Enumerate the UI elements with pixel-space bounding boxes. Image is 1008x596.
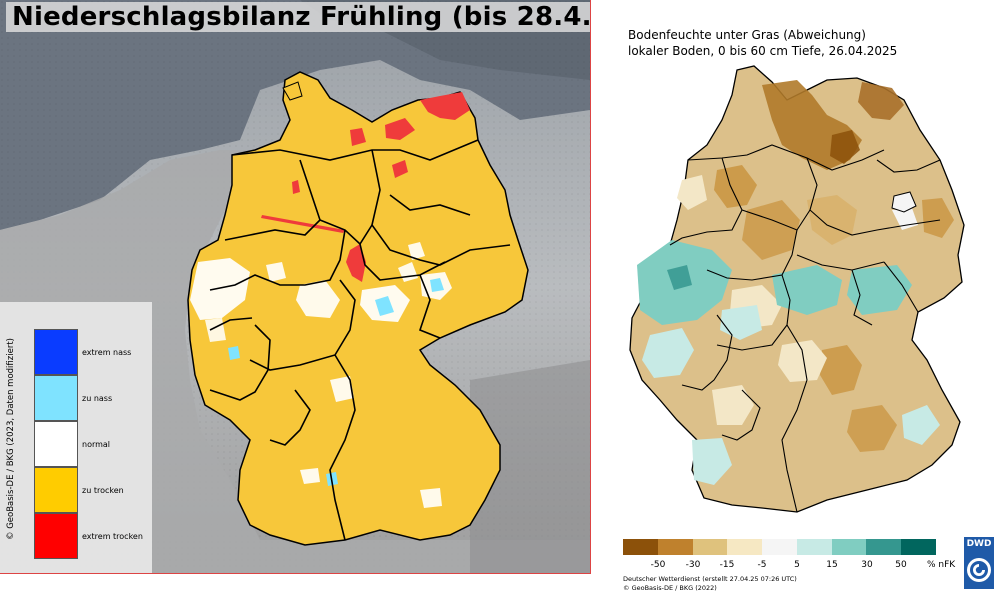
soil-moisture-subtitle: lokaler Boden, 0 bis 60 cm Tiefe, 26.04.… bbox=[628, 44, 898, 58]
scale-segment-5 bbox=[762, 539, 797, 555]
legend-swatch-normal bbox=[34, 421, 78, 467]
scale-tick-15: 15 bbox=[826, 560, 838, 570]
legend-label-extrem-trocken: extrem trocken bbox=[82, 532, 143, 541]
scale-segment-1 bbox=[623, 539, 658, 555]
scale-tick-minus-15: -15 bbox=[719, 560, 735, 570]
soil-moisture-colorscale bbox=[623, 539, 937, 555]
legend-swatch-extrem-trocken bbox=[34, 513, 78, 559]
scale-segment-8 bbox=[866, 539, 902, 555]
scale-tick-50: 50 bbox=[895, 560, 907, 570]
scale-tick-5: 5 bbox=[794, 560, 800, 570]
precipitation-map-panel: Niederschlagsbilanz Frühling (bis 28.4.)… bbox=[0, 0, 591, 574]
dwd-swirl-icon bbox=[967, 558, 991, 582]
scale-segment-7 bbox=[831, 539, 867, 555]
legend-swatch-zu-nass bbox=[34, 375, 78, 421]
geobasis-credit: © GeoBasis-DE / BKG (2022) bbox=[623, 584, 717, 592]
dwd-logo-text: DWD bbox=[966, 539, 992, 549]
legend-label-normal: normal bbox=[82, 440, 111, 449]
scale-unit-label: % nFK bbox=[927, 560, 956, 570]
legend-label-zu-trocken: zu trocken bbox=[82, 486, 124, 495]
soil-moisture-panel: Bodenfeuchte unter Gras (Abweichung) lok… bbox=[592, 0, 1008, 596]
scale-segment-2 bbox=[657, 539, 693, 555]
scale-tick-minus-5: -5 bbox=[757, 560, 767, 570]
soil-moisture-map bbox=[629, 65, 965, 513]
scale-tick-minus-30: -30 bbox=[685, 560, 701, 570]
precipitation-map-credit: © GeoBasis-DE / BKG (2023, Daten modifiz… bbox=[6, 338, 16, 540]
scale-segment-4 bbox=[727, 539, 763, 555]
legend-label-zu-nass: zu nass bbox=[82, 394, 113, 403]
precipitation-map-title: Niederschlagsbilanz Frühling (bis 28.4.) bbox=[6, 2, 590, 32]
scale-segment-3 bbox=[692, 539, 728, 555]
soil-moisture-title: Bodenfeuchte unter Gras (Abweichung) bbox=[628, 28, 866, 42]
dwd-logo: DWD bbox=[964, 537, 994, 589]
dwd-credit: Deutscher Wetterdienst (erstellt 27.04.2… bbox=[623, 575, 797, 583]
legend-swatch-zu-trocken bbox=[34, 467, 78, 513]
scale-tick-minus-50: -50 bbox=[650, 560, 666, 570]
scale-tick-30: 30 bbox=[861, 560, 873, 570]
scale-segment-6 bbox=[796, 539, 832, 555]
precipitation-legend: extrem nass zu nass normal zu trocken ex… bbox=[0, 302, 152, 573]
scale-segment-9 bbox=[901, 539, 937, 555]
legend-label-extrem-nass: extrem nass bbox=[82, 348, 132, 357]
legend-swatch-extrem-nass bbox=[34, 329, 78, 375]
germany-shape bbox=[187, 71, 529, 546]
